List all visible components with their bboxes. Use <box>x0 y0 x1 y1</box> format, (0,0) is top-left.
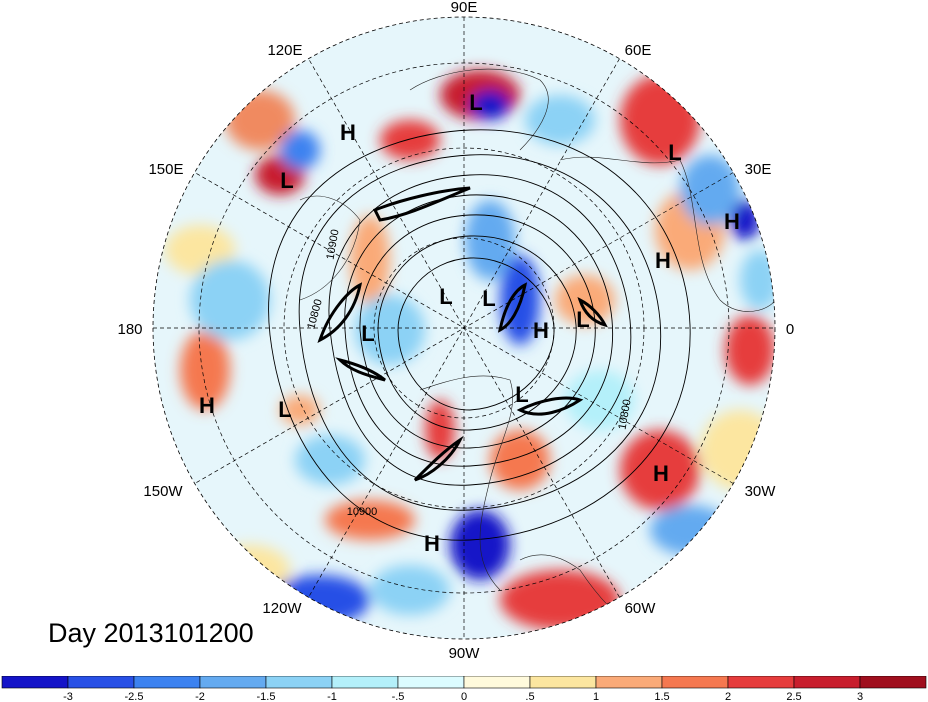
colorbar-swatch <box>463 676 531 689</box>
colorbar-tick-label: -3 <box>63 691 73 702</box>
colorbar-swatch <box>727 676 795 689</box>
colorbar-swatch <box>265 676 333 689</box>
low-pressure-label: L <box>469 90 482 115</box>
contour-label: 10900 <box>324 228 341 260</box>
high-pressure-label: H <box>533 318 549 343</box>
colorbar-swatch <box>397 676 465 689</box>
colorbar-swatch <box>661 676 729 689</box>
colorbar-swatch <box>331 676 399 689</box>
colorbar-tick-label: 2.5 <box>786 691 801 702</box>
colorbar-tick-label: -1.5 <box>257 691 276 702</box>
high-pressure-label: H <box>655 248 671 273</box>
lon-label: 30W <box>745 483 777 500</box>
colorbar-tick-label: 0 <box>461 691 467 702</box>
lon-label: 30E <box>745 161 772 178</box>
lon-label: 150W <box>143 483 183 500</box>
date-title: Day 2013101200 <box>48 618 254 648</box>
colorbar-swatch <box>1 676 69 689</box>
colorbar-swatch <box>529 676 597 689</box>
colorbar-swatch <box>67 676 135 689</box>
lon-label: 60E <box>625 42 652 59</box>
colorbar-tick-label: 1.5 <box>654 691 669 702</box>
longitude-labels: 90E 60E 30E 0 30W 60W 90W 120W 150W 180 … <box>117 0 794 662</box>
colorbar-tick-label: -.5 <box>392 691 405 702</box>
low-pressure-label: L <box>278 397 291 422</box>
colorbar-tick-label: -2 <box>195 691 205 702</box>
high-pressure-label: H <box>724 209 740 234</box>
colorbar-tick-label: 2 <box>725 691 731 702</box>
low-pressure-label: L <box>439 284 452 309</box>
lon-label: 90W <box>449 645 481 662</box>
contour-label: 10800 <box>616 398 633 430</box>
lon-label: 90E <box>451 0 478 16</box>
colorbar-tick-label: -2.5 <box>125 691 144 702</box>
lon-label: 120E <box>267 42 302 59</box>
contour-label: 10900 <box>347 506 378 518</box>
low-pressure-label: L <box>515 382 528 407</box>
pressure-system-labels: L H L L H H L L H L L H L H L H L H H <box>199 90 740 556</box>
colorbar-swatch <box>133 676 201 689</box>
lon-label: 120W <box>262 600 302 617</box>
high-pressure-label: H <box>424 531 440 556</box>
jet-contours <box>317 186 608 482</box>
colorbar-swatch <box>793 676 861 689</box>
high-pressure-label: H <box>340 120 356 145</box>
colorbar-swatch <box>199 676 267 689</box>
colorbar-tick-label: .5 <box>525 691 534 702</box>
high-pressure-label: H <box>653 461 669 486</box>
colorbar-tick-label: -1 <box>327 691 337 702</box>
low-pressure-label: L <box>280 168 293 193</box>
colorbar-swatch <box>595 676 663 689</box>
low-pressure-label: L <box>361 321 374 346</box>
colorbar: -3 -2.5 -2 -1.5 -1 -.5 0 .5 1 1.5 2 2.5 3 <box>1 676 927 702</box>
coastlines <box>299 68 775 631</box>
graticule <box>153 17 775 639</box>
low-pressure-label: L <box>482 286 495 311</box>
lon-label: 180 <box>117 321 142 338</box>
low-pressure-label: L <box>668 140 681 165</box>
lon-label: 60W <box>625 600 657 617</box>
map-boundary <box>152 16 776 640</box>
lon-label: 150E <box>148 161 183 178</box>
colorbar-swatch <box>859 676 927 689</box>
low-pressure-label: L <box>576 307 589 332</box>
contour-value-labels: 10900 10800 10800 10900 <box>305 228 633 518</box>
high-pressure-label: H <box>199 393 215 418</box>
colorbar-tick-label: 1 <box>593 691 599 702</box>
lon-label: 0 <box>786 321 794 338</box>
colorbar-tick-label: 3 <box>857 691 863 702</box>
